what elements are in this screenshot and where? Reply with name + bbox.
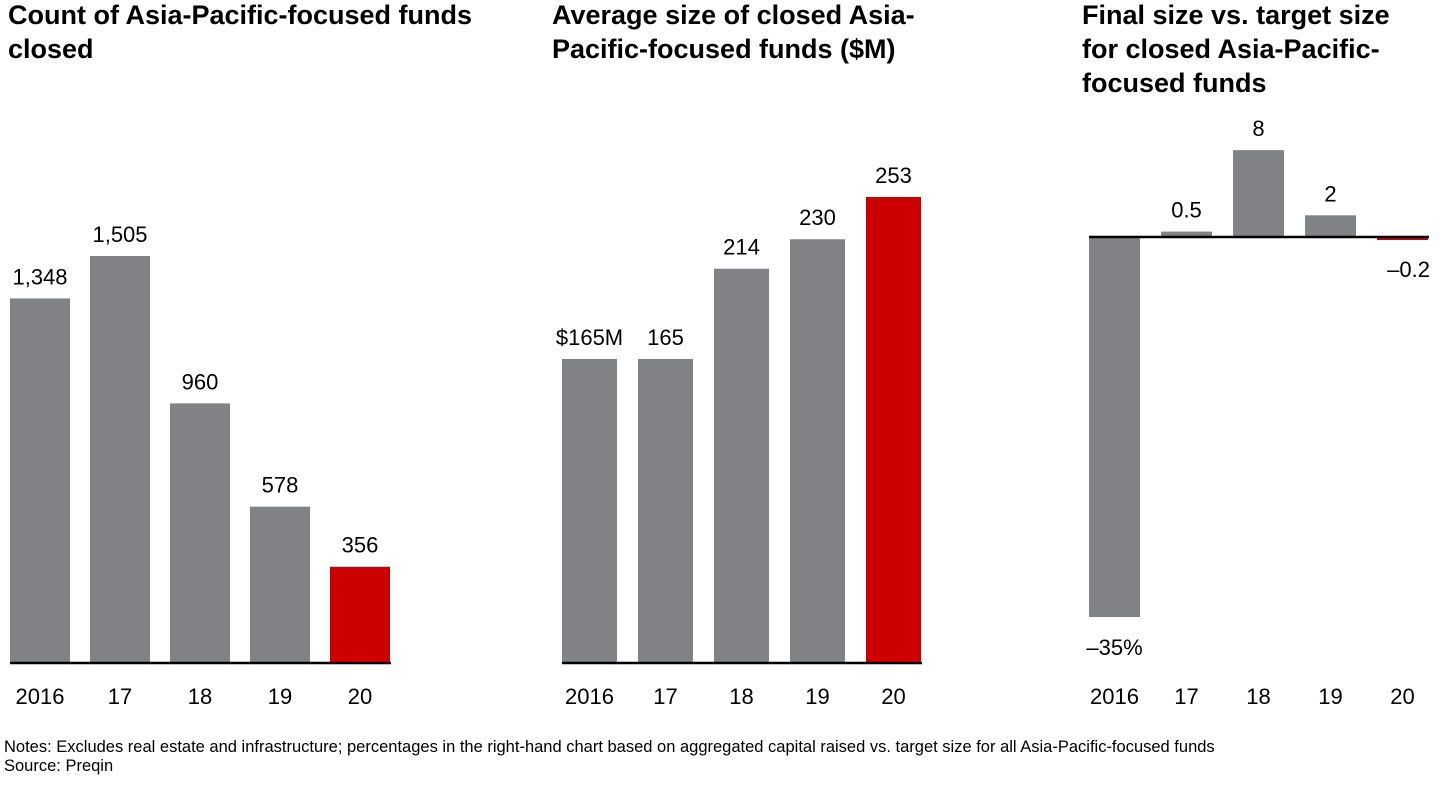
count-bar-3 xyxy=(250,506,310,663)
count-value-label-0: 1,348 xyxy=(12,264,67,289)
avgsize-bar-2 xyxy=(714,268,769,663)
avgsize-bar-3 xyxy=(790,239,845,663)
avgsize-value-label-0: $165M xyxy=(556,325,623,350)
finaltarget-bar-3 xyxy=(1305,215,1356,237)
count-value-label-4: 356 xyxy=(342,533,379,558)
avgsize-value-label-2: 214 xyxy=(723,235,760,260)
count-bar-0 xyxy=(10,298,70,663)
avgsize-bar-1 xyxy=(638,359,693,663)
count-value-label-3: 578 xyxy=(262,473,299,498)
avgsize-value-label-4: 253 xyxy=(875,163,912,188)
finaltarget-category-label-2: 18 xyxy=(1246,684,1270,709)
count-category-label-3: 19 xyxy=(268,684,292,709)
avgsize-category-label-3: 19 xyxy=(805,684,829,709)
finaltarget-value-label-4: –0.2 xyxy=(1387,257,1430,282)
avgsize-category-label-4: 20 xyxy=(881,684,905,709)
finaltarget-value-label-1: 0.5 xyxy=(1171,198,1202,223)
finaltarget-value-label-2: 8 xyxy=(1252,116,1264,141)
count-category-label-4: 20 xyxy=(348,684,372,709)
chart2-title: Average size of closed Asia-Pacific-focu… xyxy=(552,0,915,64)
finaltarget-category-label-0: 2016 xyxy=(1090,684,1139,709)
finaltarget-category-label-4: 20 xyxy=(1390,684,1414,709)
chart1-title: Count of Asia-Pacific-focused funds clos… xyxy=(8,0,473,64)
notes-block: Notes: Excludes real estate and infrastr… xyxy=(4,738,1434,776)
count-value-label-2: 960 xyxy=(182,369,219,394)
source-text: Source: Preqin xyxy=(4,757,114,775)
chart3-title: Final size vs. target size for closed As… xyxy=(1082,0,1390,98)
count-bar-2 xyxy=(170,403,230,663)
count-value-label-1: 1,505 xyxy=(92,222,147,247)
finaltarget-category-label-1: 17 xyxy=(1174,684,1198,709)
finaltarget-category-label-3: 19 xyxy=(1318,684,1342,709)
count-bar-1 xyxy=(90,256,150,663)
avgsize-category-label-0: 2016 xyxy=(565,684,614,709)
avgsize-bar-4 xyxy=(866,196,921,663)
avgsize-category-label-2: 18 xyxy=(729,684,753,709)
notes-text: Notes: Excludes real estate and infrastr… xyxy=(4,738,1215,756)
finaltarget-value-label-3: 2 xyxy=(1324,181,1336,206)
count-bar-4 xyxy=(330,566,390,663)
finaltarget-bar-2 xyxy=(1233,150,1284,237)
count-category-label-1: 17 xyxy=(108,684,132,709)
finaltarget-bar-0 xyxy=(1089,237,1140,617)
avgsize-category-label-1: 17 xyxy=(653,684,677,709)
avgsize-value-label-1: 165 xyxy=(647,325,684,350)
avgsize-value-label-3: 230 xyxy=(799,205,836,230)
finaltarget-bar-1 xyxy=(1161,231,1212,237)
count-category-label-2: 18 xyxy=(188,684,212,709)
finaltarget-value-label-0: –35% xyxy=(1086,635,1142,660)
finaltarget-bar-4 xyxy=(1377,237,1428,240)
avgsize-bar-0 xyxy=(562,359,617,663)
count-category-label-0: 2016 xyxy=(16,684,65,709)
